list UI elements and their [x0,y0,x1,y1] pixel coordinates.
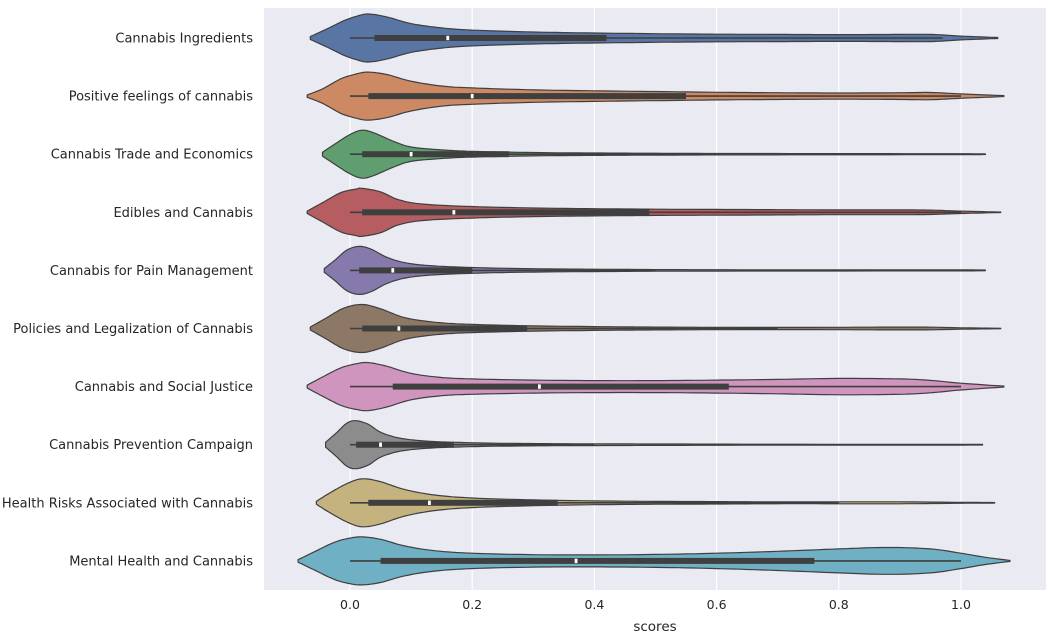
violin-group [325,420,984,470]
iqr-box [356,441,454,448]
x-tick-label: 0.8 [829,597,849,612]
category-label: Health Risks Associated with Cannabis [2,496,253,511]
median-marker [391,268,395,273]
violin-group [306,361,1005,412]
category-label: Cannabis Prevention Campaign [49,438,253,453]
x-tick-label: 0.0 [340,597,360,612]
iqr-box [368,93,687,100]
violins [297,13,1011,586]
iqr-box [392,383,729,390]
iqr-box [362,151,509,158]
median-marker [470,93,474,99]
violin-group [323,245,986,295]
median-marker [446,35,450,41]
iqr-box [368,499,558,506]
violin-group [321,129,986,179]
median-marker [452,210,456,215]
iqr-box [359,267,473,274]
median-marker [538,384,541,389]
violin-group [315,478,996,528]
x-tick-labels: 0.0 0.2 0.4 0.6 0.8 1.0 [340,597,971,612]
violin-body [325,420,984,470]
x-tick-label: 1.0 [951,597,971,612]
violin-group [309,303,1002,354]
x-tick-label: 0.6 [707,597,727,612]
category-label: Policies and Legalization of Cannabis [13,322,253,337]
category-label: Positive feelings of cannabis [69,90,254,105]
iqr-box [374,35,607,41]
iqr-box [362,325,528,332]
category-label: Cannabis Ingredients [115,32,253,47]
category-label: Cannabis for Pain Management [50,264,253,279]
median-marker [428,500,431,505]
category-label: Edibles and Cannabis [113,206,253,221]
violin-group [306,71,1005,121]
iqr-box [362,209,650,216]
x-tick-label: 0.4 [584,597,604,612]
category-labels: Cannabis Ingredients Positive feelings of… [2,32,253,570]
violin-group [306,187,1002,238]
median-marker [397,326,401,331]
violin-group [297,536,1011,586]
median-marker [574,558,578,564]
x-axis-title: scores [633,619,676,635]
median-marker [409,152,413,157]
iqr-box [380,557,815,564]
category-label: Cannabis Trade and Economics [51,148,254,163]
x-tick-label: 0.2 [462,597,482,612]
violin-group [309,13,999,63]
median-marker [379,442,382,447]
category-label: Cannabis and Social Justice [75,380,253,395]
category-label: Mental Health and Cannabis [69,554,253,569]
